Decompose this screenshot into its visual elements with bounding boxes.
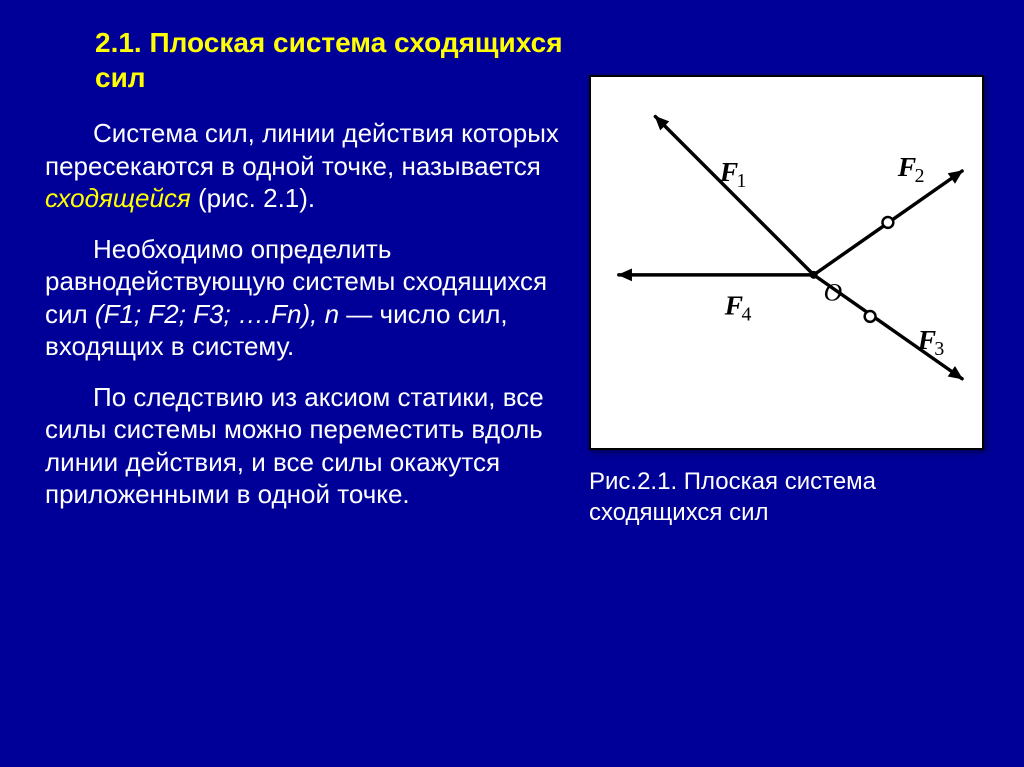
svg-text:3: 3 xyxy=(934,338,944,360)
svg-text:2: 2 xyxy=(915,165,925,187)
title-text: 2.1. Плоская система сходящихся сил xyxy=(95,27,563,93)
p1-part-b: (рис. 2.1). xyxy=(191,183,315,213)
paragraph-2: Необходимо определить равнодействующую с… xyxy=(45,233,565,363)
svg-text:F: F xyxy=(724,289,743,320)
paragraph-3: По следствию из аксиом статики, все силы… xyxy=(45,381,565,511)
paragraph-1: Система сил, линии действия которых пере… xyxy=(45,117,565,215)
slide: 2.1. Плоская система сходящихся сил Сист… xyxy=(0,0,1024,767)
section-title: 2.1. Плоская система сходящихся сил xyxy=(45,25,565,95)
forces-diagram: F1F2F3F4O xyxy=(591,77,982,448)
p1-part-a: Система сил, линии действия которых пере… xyxy=(45,118,559,181)
figure-column: F1F2F3F4O Рис.2.1. Плоская система сходя… xyxy=(589,25,984,737)
svg-text:1: 1 xyxy=(737,170,747,192)
figure-caption: Рис.2.1. Плоская система сходящихся сил xyxy=(589,466,969,528)
svg-text:F: F xyxy=(719,156,738,187)
figure-box: F1F2F3F4O xyxy=(589,75,984,450)
p2-ital: (F1; F2; F3; ….Fn), n xyxy=(95,299,339,329)
svg-text:F: F xyxy=(917,324,936,355)
text-column: 2.1. Плоская система сходящихся сил Сист… xyxy=(45,25,565,737)
svg-text:O: O xyxy=(824,278,843,307)
svg-text:F: F xyxy=(897,151,916,182)
p1-accent: сходящейся xyxy=(45,183,191,213)
svg-text:4: 4 xyxy=(741,303,751,325)
